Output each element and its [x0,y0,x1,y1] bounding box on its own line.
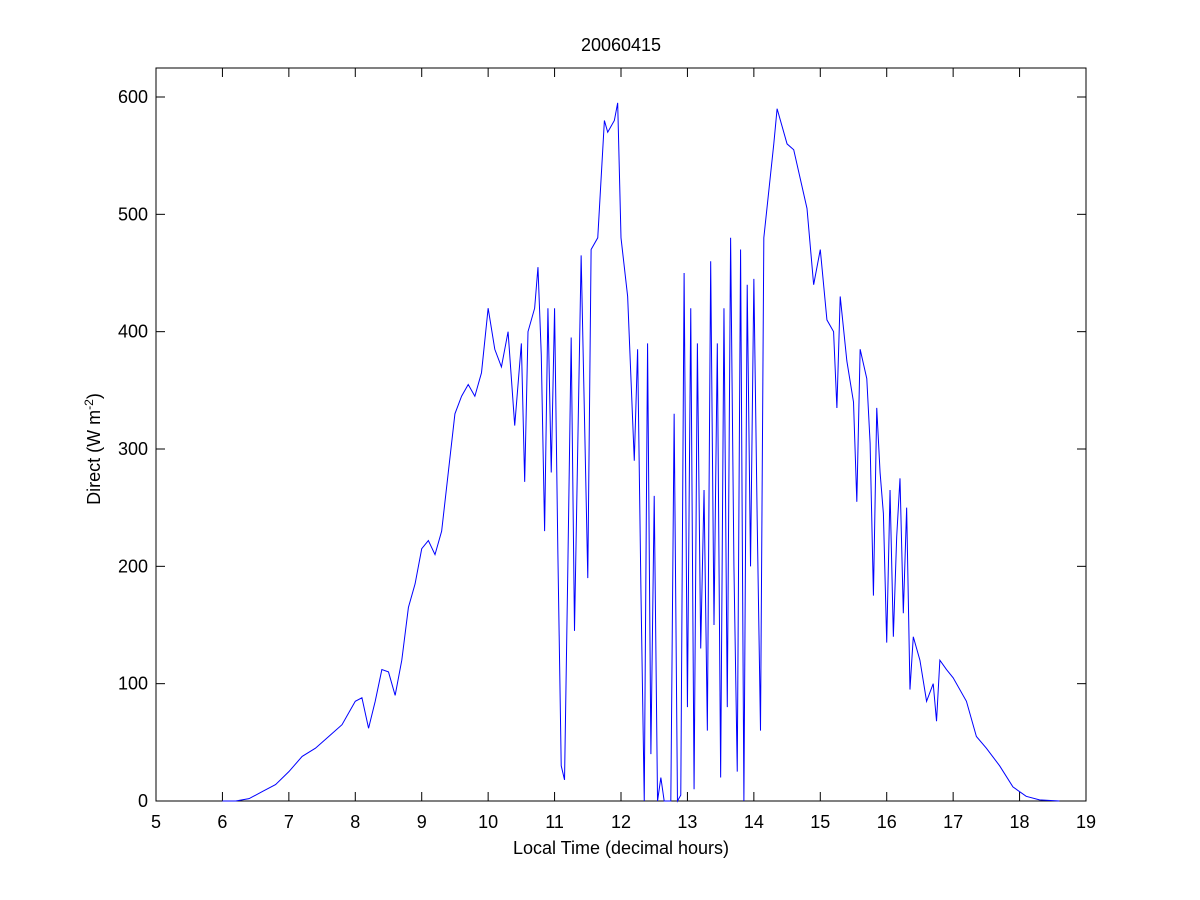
x-tick-label: 17 [943,812,963,832]
x-tick-label: 5 [151,812,161,832]
x-tick-label: 16 [877,812,897,832]
x-tick-label: 13 [677,812,697,832]
x-tick-label: 12 [611,812,631,832]
y-tick-label: 600 [118,87,148,107]
y-tick-label: 300 [118,439,148,459]
x-tick-label: 7 [284,812,294,832]
x-tick-label: 10 [478,812,498,832]
y-tick-label: 500 [118,204,148,224]
y-label-sup: -2 [82,399,96,410]
y-tick-label: 200 [118,556,148,576]
x-tick-label: 6 [217,812,227,832]
y-label-end: ) [84,393,104,399]
x-tick-label: 15 [810,812,830,832]
x-tick-label: 11 [545,812,564,832]
y-label-text: Direct (W m [84,410,104,505]
y-axis-label: Direct (W m-2) [82,393,104,505]
x-tick-label: 8 [350,812,360,832]
chart-title: 20060415 [581,35,661,55]
x-tick-label: 14 [744,812,764,832]
x-tick-label: 18 [1010,812,1030,832]
y-tick-label: 0 [138,791,148,811]
x-axis-label: Local Time (decimal hours) [513,838,729,858]
x-tick-label: 19 [1076,812,1096,832]
y-tick-label: 400 [118,322,148,342]
data-line [222,102,1060,803]
x-tick-label: 9 [417,812,427,832]
y-tick-label: 100 [118,674,148,694]
